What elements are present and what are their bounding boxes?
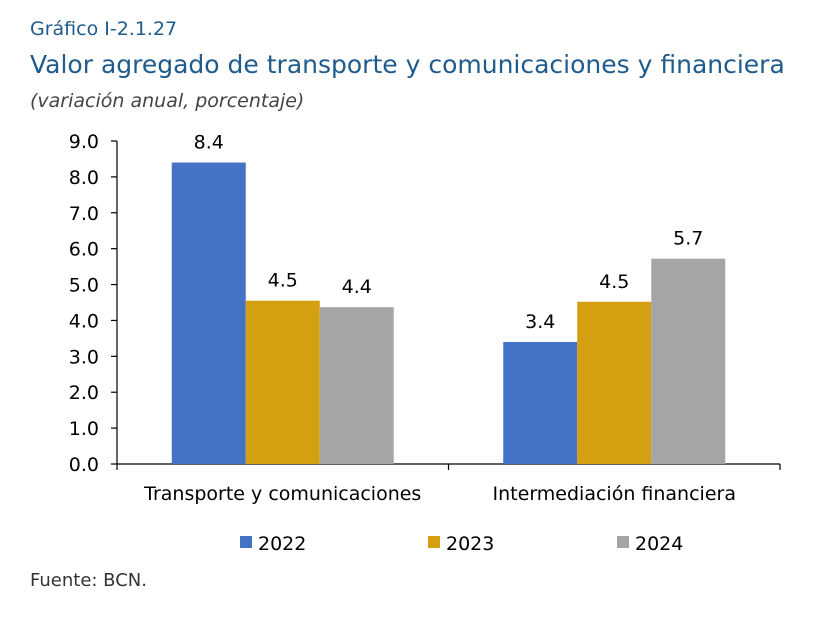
y-axis: 0.0 1.0 2.0 3.0 4.0 5.0 6.0 7.0 8.0 9.0 bbox=[69, 131, 118, 476]
data-label: 3.4 bbox=[525, 311, 555, 333]
bar-2024-2 bbox=[651, 258, 726, 464]
data-labels: 8.4 3.4 4.5 4.5 4.4 5.7 bbox=[194, 132, 704, 333]
y-tick-label: 3.0 bbox=[69, 346, 99, 368]
data-label: 4.4 bbox=[342, 276, 372, 298]
figure-label: Gráfico I-2.1.27 bbox=[30, 18, 178, 40]
chart-subtitle: (variación anual, porcentaje) bbox=[30, 90, 305, 112]
data-label: 8.4 bbox=[194, 132, 224, 154]
chart-title: Valor agregado de transporte y comunicac… bbox=[30, 50, 785, 79]
y-tick-label: 2.0 bbox=[69, 382, 99, 404]
data-label: 4.5 bbox=[268, 270, 298, 292]
legend-swatch bbox=[240, 536, 252, 548]
bar-2024-1 bbox=[319, 307, 394, 464]
bars bbox=[171, 162, 726, 465]
bar-2022-2 bbox=[503, 341, 578, 464]
y-tick-label: 6.0 bbox=[69, 239, 99, 261]
legend-swatch bbox=[428, 536, 440, 548]
y-tick-label: 8.0 bbox=[69, 167, 99, 189]
y-tick-label: 1.0 bbox=[69, 418, 99, 440]
y-tick-label: 5.0 bbox=[69, 275, 99, 297]
y-tick-label: 4.0 bbox=[69, 310, 99, 332]
bar-2023-1 bbox=[245, 300, 320, 464]
bar-2023-2 bbox=[577, 301, 652, 464]
bar-2022-1 bbox=[171, 162, 246, 465]
y-tick-label: 0.0 bbox=[69, 454, 99, 476]
source-note: Fuente: BCN. bbox=[30, 570, 147, 591]
data-label: 5.7 bbox=[673, 228, 703, 250]
y-tick-label: 7.0 bbox=[69, 203, 99, 225]
legend-label: 2023 bbox=[446, 533, 494, 555]
legend-swatch bbox=[617, 536, 629, 548]
legend-label: 2024 bbox=[635, 533, 683, 555]
x-axis: Transporte y comunicaciones Intermediació… bbox=[116, 463, 781, 505]
legend: 2022 2023 2024 bbox=[240, 533, 683, 555]
data-label: 4.5 bbox=[599, 271, 629, 293]
x-category-label: Intermediación financiera bbox=[493, 483, 736, 505]
legend-label: 2022 bbox=[258, 533, 306, 555]
x-category-label: Transporte y comunicaciones bbox=[143, 483, 421, 505]
y-tick-label: 9.0 bbox=[69, 131, 99, 153]
